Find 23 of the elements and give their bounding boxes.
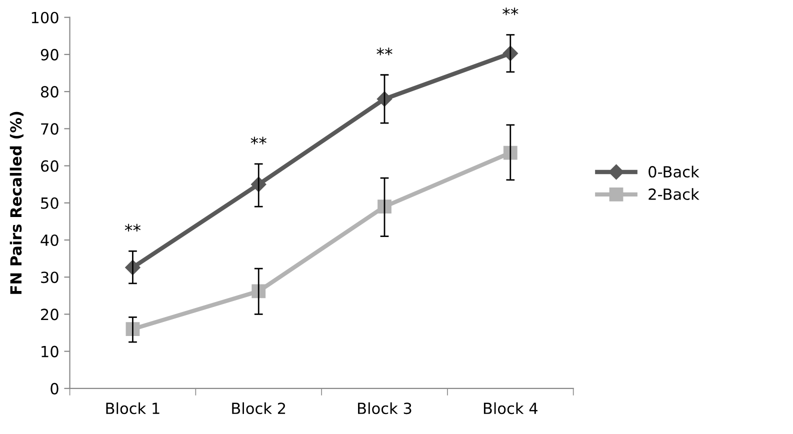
- text: **: [502, 8, 518, 16]
- legend-label: 2-Back: [648, 188, 700, 200]
- y-axis-title: FN Pairs Recalled (%): [10, 112, 24, 294]
- y-tick-label: 100: [32, 12, 58, 24]
- annotation: **: [250, 136, 266, 144]
- y-tick-label: 80: [40, 86, 58, 98]
- legend-label: 0-Back: [648, 166, 700, 178]
- point: [378, 200, 392, 214]
- y-tick-label: 90: [40, 48, 58, 60]
- y-tick-label: 70: [41, 123, 58, 135]
- x-tick-label: Block 1: [106, 402, 160, 414]
- annotation: **: [124, 224, 141, 232]
- y-tick-label: 60: [40, 160, 58, 172]
- y-tick-label: 20: [41, 308, 58, 320]
- x-tick-label: Block 3: [358, 402, 412, 414]
- x-tick-label: Block 2: [232, 402, 286, 414]
- y-tick-label: 40: [40, 234, 58, 246]
- annotation: **: [376, 48, 392, 56]
- x-tick-label: Block 4: [484, 402, 538, 414]
- y-tick-label: 30: [41, 272, 58, 284]
- y-tick-label: 50: [41, 197, 58, 209]
- y-tick-label: 0: [50, 382, 58, 394]
- y-tick-label: 10: [42, 346, 58, 358]
